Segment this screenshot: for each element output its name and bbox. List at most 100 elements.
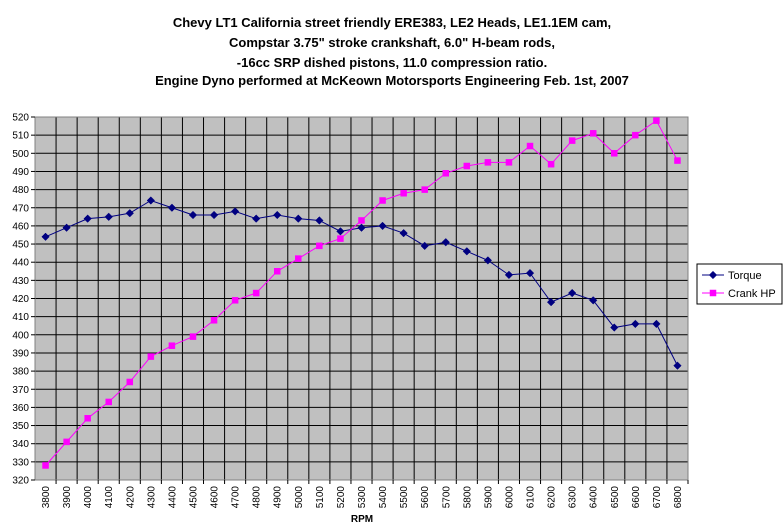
y-tick-label: 460	[12, 221, 29, 232]
data-point-crank-hp	[632, 131, 639, 139]
y-tick-label: 360	[12, 403, 29, 414]
data-point-torque	[273, 210, 282, 220]
data-point-crank-hp	[589, 130, 597, 137]
legend-swatch-marker	[709, 289, 717, 297]
data-point-crank-hp	[379, 197, 386, 204]
x-tick-label: 5200	[336, 486, 347, 509]
legend-label: Torque	[728, 270, 762, 282]
data-point-crank-hp	[168, 342, 176, 349]
data-point-torque	[441, 238, 450, 247]
data-point-torque	[673, 361, 682, 370]
x-tick-label: 5100	[315, 486, 326, 509]
data-point-crank-hp	[295, 255, 302, 262]
data-point-torque	[336, 227, 345, 236]
y-tick-label: 350	[12, 421, 29, 432]
chart-title-line-2: Compstar 3.75" stroke crankshaft, 6.0" H…	[229, 35, 555, 50]
data-point-crank-hp	[337, 235, 344, 242]
y-tick-label: 340	[12, 439, 29, 450]
chart-title-line-1: Chevy LT1 California street friendly ERE…	[173, 15, 611, 30]
x-tick-label: 4100	[104, 486, 115, 509]
series-crank-hp	[42, 117, 681, 469]
data-point-torque	[188, 210, 198, 220]
data-point-torque	[230, 207, 240, 216]
x-tick-label: 5900	[483, 486, 494, 509]
data-point-crank-hp	[526, 142, 534, 150]
y-tick-label: 480	[12, 185, 29, 196]
x-tick-label: 6100	[526, 486, 537, 509]
data-point-crank-hp	[252, 289, 260, 297]
data-point-crank-hp	[84, 415, 91, 422]
data-point-crank-hp	[421, 186, 428, 193]
x-tick-label: 6200	[547, 486, 558, 509]
x-tick-label: 4500	[188, 486, 199, 509]
data-point-torque	[294, 214, 303, 223]
data-point-torque	[378, 221, 387, 231]
y-tick-label: 430	[12, 276, 29, 287]
x-tick-label: 3800	[41, 486, 52, 509]
data-point-torque	[399, 229, 408, 238]
y-tick-label: 420	[12, 294, 29, 305]
data-point-torque	[252, 214, 261, 223]
data-point-torque	[462, 247, 471, 256]
data-point-crank-hp	[674, 157, 681, 164]
data-point-crank-hp	[568, 137, 576, 144]
data-point-crank-hp	[400, 189, 407, 197]
legend-item-torque: Torque	[702, 270, 762, 282]
legend-swatch-marker	[708, 270, 718, 280]
data-point-crank-hp	[484, 159, 492, 166]
x-axis: 3800 3900 4000 4100 4200 4300 4400 4500 4600 4700…	[41, 480, 689, 509]
chart-title-line-3: -16cc SRP dished pistons, 11.0 compressi…	[237, 55, 547, 70]
data-point-torque	[104, 212, 113, 221]
data-point-torque	[420, 241, 429, 251]
y-tick-label: 380	[12, 367, 29, 378]
y-tick-label: 320	[12, 476, 29, 487]
x-tick-label: 4900	[273, 486, 284, 509]
x-axis-label: RPM	[351, 514, 373, 524]
x-tick-label: 4800	[252, 486, 263, 509]
x-tick-label: 4600	[210, 486, 221, 509]
series-group	[41, 117, 682, 469]
y-tick-label: 370	[12, 385, 29, 396]
data-point-crank-hp	[189, 333, 197, 340]
data-point-torque	[525, 268, 535, 278]
data-point-crank-hp	[210, 317, 218, 324]
data-point-torque	[209, 210, 219, 220]
data-point-torque	[652, 319, 661, 329]
y-tick-label: 440	[12, 258, 29, 269]
data-point-crank-hp	[505, 159, 513, 166]
x-tick-label: 5600	[420, 486, 431, 509]
chart-title-line-4: Engine Dyno performed at McKeown Motorsp…	[155, 73, 629, 88]
y-tick-label: 500	[12, 149, 29, 160]
x-tick-label: 4400	[167, 486, 178, 509]
x-tick-label: 3900	[62, 486, 73, 509]
data-point-torque	[504, 270, 514, 280]
vertical-gridlines	[55, 117, 668, 480]
data-point-torque	[41, 232, 50, 241]
data-point-crank-hp	[273, 268, 281, 275]
legend-label: Crank HP	[728, 288, 776, 300]
data-point-torque	[146, 196, 156, 205]
data-point-torque	[83, 214, 92, 223]
y-tick-label: 330	[12, 457, 29, 468]
data-point-crank-hp	[653, 117, 660, 124]
x-tick-label: 6500	[610, 486, 621, 509]
data-point-crank-hp	[316, 242, 323, 250]
data-point-crank-hp	[547, 160, 555, 168]
data-point-torque	[357, 223, 366, 232]
y-tick-label: 450	[12, 240, 29, 251]
x-tick-label: 5800	[462, 486, 473, 509]
x-tick-label: 6700	[652, 486, 663, 509]
x-tick-label: 4000	[83, 486, 94, 509]
x-tick-label: 4700	[231, 486, 242, 509]
legend-item-crank-hp: Crank HP	[702, 288, 776, 300]
x-tick-label: 6800	[673, 486, 684, 509]
x-tick-label: 5300	[357, 486, 368, 509]
data-point-crank-hp	[358, 217, 365, 224]
data-point-torque	[610, 323, 619, 332]
data-point-torque	[567, 288, 577, 298]
data-point-torque	[631, 319, 640, 329]
data-point-torque	[483, 256, 493, 265]
chart-title: Chevy LT1 California street friendly ERE…	[155, 15, 629, 88]
data-point-torque	[589, 296, 598, 305]
